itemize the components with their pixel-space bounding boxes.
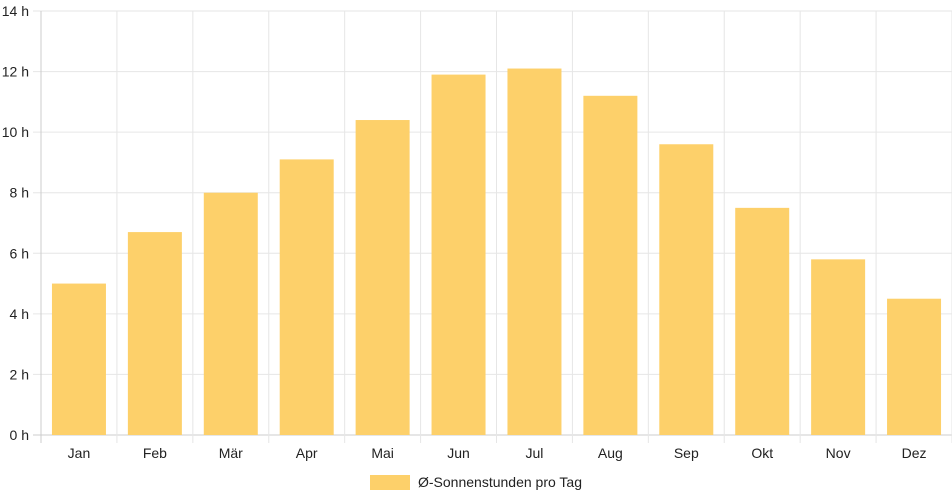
x-tick-label: Jul — [526, 445, 544, 461]
x-tick-label: Nov — [826, 445, 851, 461]
x-tick-label: Jan — [68, 445, 91, 461]
bar-sep[interactable] — [659, 144, 714, 435]
bar-jan[interactable] — [51, 283, 106, 435]
bar-jun[interactable] — [431, 74, 486, 435]
x-tick-label: Jun — [447, 445, 470, 461]
bars — [51, 68, 942, 436]
legend-label[interactable]: Ø-Sonnenstunden pro Tag — [418, 474, 582, 490]
x-tick-label: Aug — [598, 445, 623, 461]
y-tick-label: 14 h — [2, 3, 29, 19]
x-tick-label: Dez — [902, 445, 927, 461]
x-tick-label: Mai — [371, 445, 394, 461]
bar-dez[interactable] — [887, 298, 942, 435]
y-tick-label: 8 h — [10, 185, 29, 201]
bar-apr[interactable] — [279, 159, 334, 435]
x-tick-label: Feb — [143, 445, 167, 461]
x-tick-label: Mär — [219, 445, 243, 461]
bar-okt[interactable] — [735, 207, 790, 435]
bar-feb[interactable] — [127, 232, 182, 435]
y-tick-label: 6 h — [10, 245, 29, 261]
x-tick-label: Apr — [296, 445, 318, 461]
y-tick-label: 4 h — [10, 306, 29, 322]
x-tick-label: Okt — [751, 445, 773, 461]
bar-aug[interactable] — [583, 95, 638, 436]
y-tick-label: 2 h — [10, 366, 29, 382]
y-tick-label: 10 h — [2, 124, 29, 140]
bar-jul[interactable] — [507, 68, 562, 436]
x-tick-label: Sep — [674, 445, 699, 461]
legend[interactable]: Ø-Sonnenstunden pro Tag — [370, 474, 582, 490]
y-axis-ticks: 0 h 2 h 4 h 6 h 8 h 10 h 12 h 14 h — [2, 3, 29, 443]
y-tick-label: 12 h — [2, 64, 29, 80]
bar-mär[interactable] — [203, 192, 258, 435]
x-axis-ticks: Jan Feb Mär Apr Mai Jun Jul Aug Sep Okt Nov Dez — [68, 445, 927, 461]
legend-swatch[interactable] — [370, 475, 410, 490]
bar-mai[interactable] — [355, 120, 410, 436]
y-tick-label: 0 h — [10, 427, 29, 443]
bar-nov[interactable] — [811, 259, 866, 435]
grid-lines — [33, 10, 952, 443]
